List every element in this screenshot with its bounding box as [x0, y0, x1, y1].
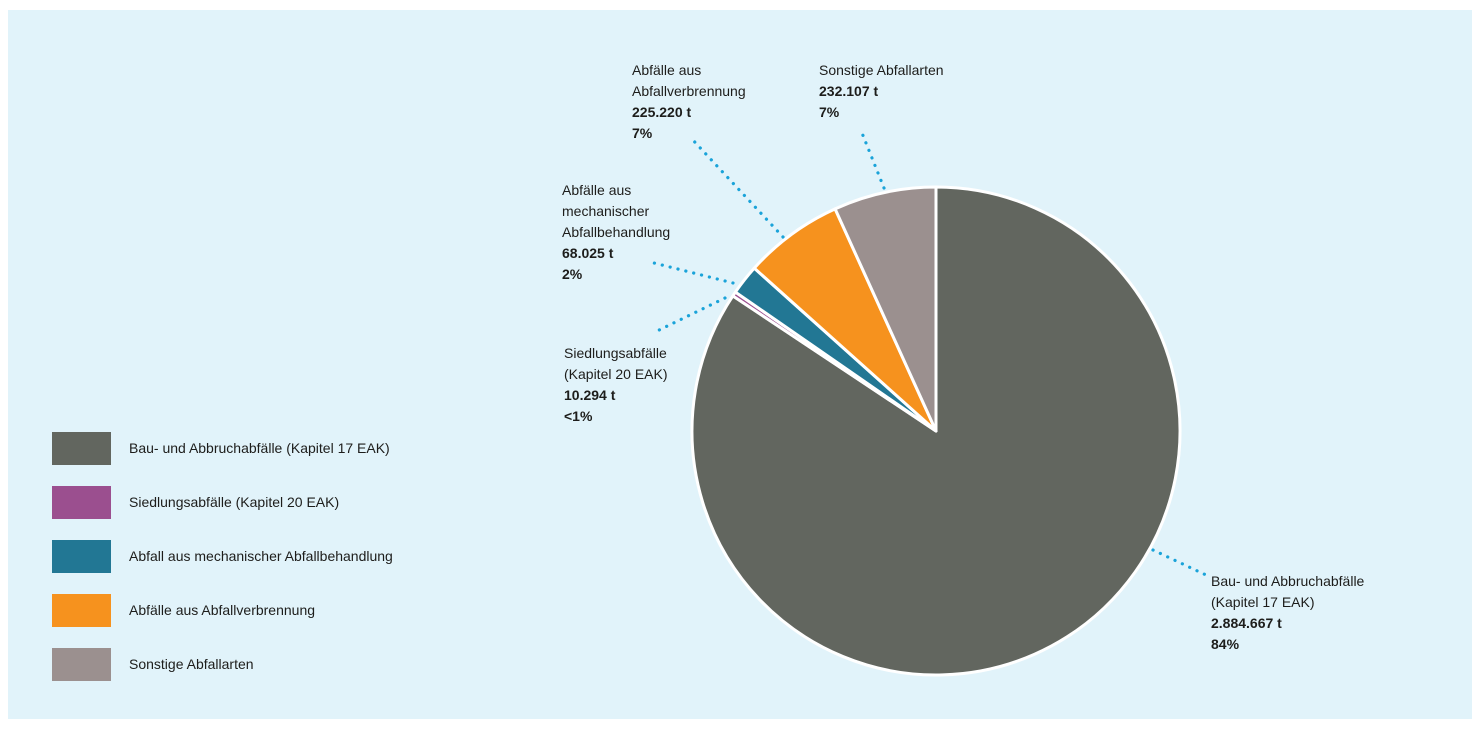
legend-swatch-bau [52, 432, 111, 465]
leader-line-verbrennung [689, 136, 785, 239]
legend-item-siedlung: Siedlungsabfälle (Kapitel 20 EAK) [52, 486, 492, 519]
callout-bau-name-1: (Kapitel 17 EAK) [1211, 594, 1315, 610]
legend-label-verbrennung: Abfälle aus Abfallverbrennung [129, 602, 316, 618]
callout-verbrennung-value: 225.220 t [632, 104, 691, 120]
callout-siedlung-value: 10.294 t [564, 387, 616, 403]
leader-line-sonstige [858, 126, 886, 190]
callout-sonstige-name-0: Sonstige Abfallarten [819, 62, 944, 78]
callout-siedlung-name-0: Siedlungsabfälle [564, 345, 667, 361]
callout-mechanisch-name-0: Abfälle aus [562, 182, 631, 198]
legend-item-sonstige: Sonstige Abfallarten [52, 648, 492, 681]
callout-mechanisch-value: 68.025 t [562, 245, 614, 261]
legend-label-mechanisch: Abfall aus mechanischer Abfallbehandlung [129, 548, 393, 564]
callout-verbrennung-name-1: Abfallverbrennung [632, 83, 746, 99]
callout-bau-name-0: Bau- und Abbruchabfälle [1211, 573, 1365, 589]
legend-label-bau: Bau- und Abbruchabfälle (Kapitel 17 EAK) [129, 440, 390, 456]
legend-item-mechanisch: Abfall aus mechanischer Abfallbehandlung [52, 540, 492, 573]
leader-line-mechanisch [652, 261, 735, 285]
leader-line-bau [1151, 548, 1208, 577]
legend-label-sonstige: Sonstige Abfallarten [129, 656, 254, 672]
pie-chart: Bau- und Abbruchabfälle (Kapitel 17 EAK) 2… [562, 62, 1365, 677]
callout-siedlung-name-1: (Kapitel 20 EAK) [564, 366, 668, 382]
chart-panel: Bau- und Abbruchabfälle (Kapitel 17 EAK) 2… [8, 10, 1472, 719]
callout-sonstige-value: 232.107 t [819, 83, 878, 99]
callout-verbrennung-percent: 7% [632, 125, 653, 141]
leader-line-siedlung [651, 296, 727, 335]
legend-swatch-mechanisch [52, 540, 111, 573]
pie-slice-sonstige [833, 185, 938, 433]
callout-mechanisch-name-1: mechanischer [562, 203, 649, 219]
legend-item-verbrennung: Abfälle aus Abfallverbrennung [52, 594, 492, 627]
callout-bau-percent: 84% [1211, 636, 1240, 652]
legend-swatch-sonstige [52, 648, 111, 681]
legend-swatch-verbrennung [52, 594, 111, 627]
legend-swatch-siedlung [52, 486, 111, 519]
pie-slice-bau [690, 185, 1182, 677]
callout-siedlung-percent: <1% [564, 408, 593, 424]
callout-mechanisch-name-2: Abfallbehandlung [562, 224, 670, 240]
callout-bau-value: 2.884.667 t [1211, 615, 1282, 631]
legend-label-siedlung: Siedlungsabfälle (Kapitel 20 EAK) [129, 494, 340, 510]
legend-item-bau: Bau- und Abbruchabfälle (Kapitel 17 EAK) [52, 432, 492, 465]
callout-verbrennung-name-0: Abfälle aus [632, 62, 701, 78]
callout-sonstige-percent: 7% [819, 104, 840, 120]
callout-mechanisch-percent: 2% [562, 266, 583, 282]
